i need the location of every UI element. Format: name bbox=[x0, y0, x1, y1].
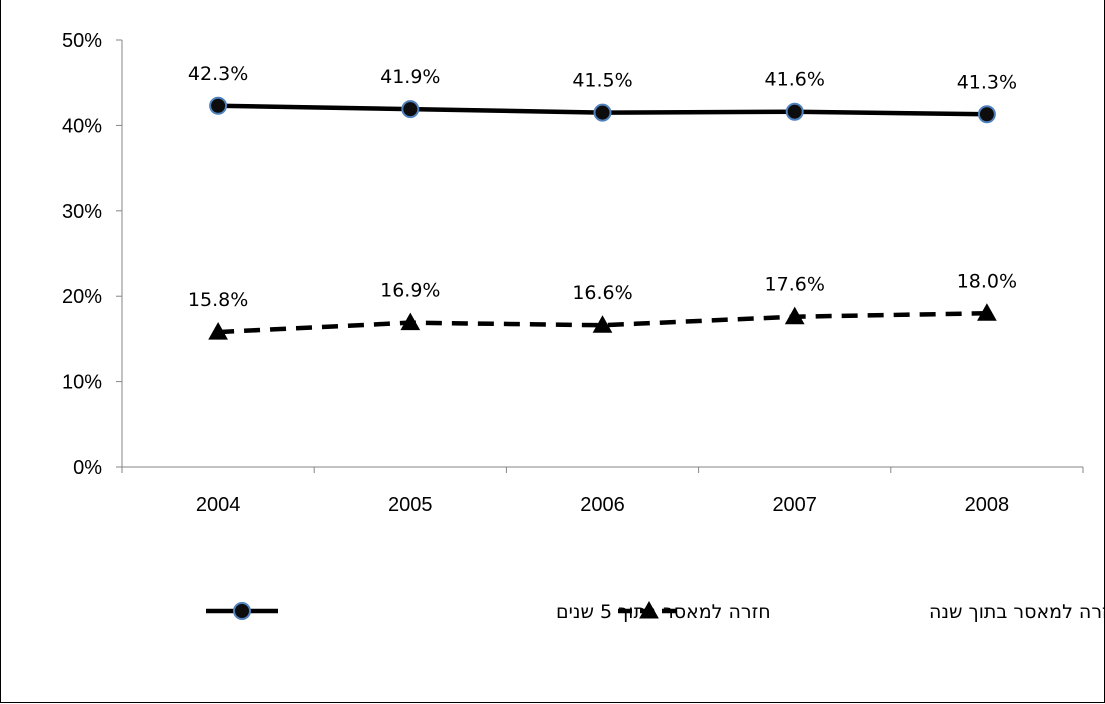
series-1-data-label: 17.6% bbox=[765, 274, 825, 296]
series-0-data-label: 42.3% bbox=[188, 63, 248, 85]
series-markers bbox=[208, 96, 997, 340]
axis-ticks: 0% 10% 20% 30% 40% 50% 2004 2005 2006 2007 2008 bbox=[62, 30, 1084, 516]
x-tick-label: 2007 bbox=[772, 494, 817, 516]
y-tick-label: 10% bbox=[62, 372, 102, 394]
series-1-point bbox=[400, 312, 421, 331]
y-tick-label: 40% bbox=[62, 115, 102, 137]
series-1-point bbox=[208, 322, 228, 340]
axes bbox=[121, 40, 1083, 468]
legend-label-1: חזרה למאסר בתוך שנה bbox=[929, 601, 1105, 623]
y-tick-label: 30% bbox=[62, 201, 102, 223]
series-0-point bbox=[593, 103, 612, 122]
legend-marker-1 bbox=[639, 600, 659, 619]
series-1-data-label: 18.0% bbox=[957, 270, 1017, 292]
series-0-point bbox=[977, 105, 996, 124]
legend: חזרה למאסר בתוך 5 שנים חזרה למאסר בתוך שנ… bbox=[206, 600, 1105, 623]
series-1-data-label: 16.6% bbox=[572, 282, 632, 304]
x-tick-label: 2005 bbox=[388, 494, 433, 516]
x-tick-label: 2006 bbox=[580, 494, 625, 516]
x-tick-label: 2004 bbox=[196, 494, 241, 516]
series-0-data-label: 41.5% bbox=[572, 70, 632, 92]
data-labels: 42.3% 41.9% 41.5% 41.6% 41.3% 15.8% 16.9% 16.6%… bbox=[188, 63, 1017, 311]
series-1-point bbox=[592, 315, 613, 333]
series-0-point bbox=[785, 102, 804, 121]
series-1-data-label: 15.8% bbox=[188, 289, 248, 311]
series-0-data-label: 41.3% bbox=[957, 71, 1017, 93]
series-0-data-label: 41.9% bbox=[380, 66, 440, 88]
y-tick-label: 20% bbox=[62, 286, 102, 308]
legend-label-0: חזרה למאסר בתוך 5 שנים bbox=[556, 601, 771, 623]
series-1-data-label: 16.9% bbox=[380, 280, 440, 302]
legend-marker-0 bbox=[233, 602, 251, 620]
y-tick-label: 50% bbox=[62, 30, 102, 52]
series-0-point bbox=[209, 96, 228, 115]
x-tick-label: 2008 bbox=[965, 494, 1010, 516]
series-0-data-label: 41.6% bbox=[765, 69, 825, 91]
series-1-point bbox=[977, 303, 997, 321]
series-0-point bbox=[401, 100, 420, 119]
series-1-point bbox=[784, 306, 805, 325]
y-tick-label: 0% bbox=[73, 457, 102, 479]
